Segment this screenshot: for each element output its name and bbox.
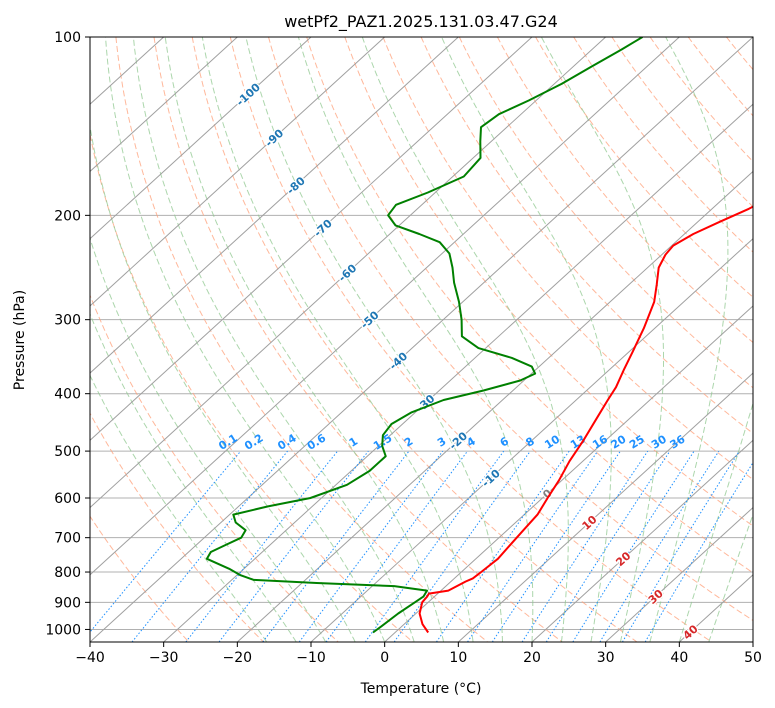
- dry-adiabat: [268, 37, 753, 622]
- dry-adiabat: [306, 37, 753, 574]
- mixing-ratio-line: [491, 450, 621, 642]
- moist-adiabat: [297, 37, 534, 642]
- dry-adiabats: [90, 37, 753, 642]
- chart-title: wetPf2_PAZ1.2025.131.03.47.G24: [284, 12, 558, 32]
- dry-adiabat: [90, 515, 190, 642]
- isotherm: [90, 37, 238, 173]
- x-tick-label: 50: [744, 650, 762, 666]
- x-tick-label: 10: [449, 650, 467, 666]
- moist-adiabat: [201, 37, 474, 642]
- moist-adiabats: [90, 37, 753, 642]
- plot-area: -100-90-80-70-60-50-40-30-20-10010203040…: [90, 37, 753, 642]
- mixing-ratio-line: [262, 450, 410, 642]
- dry-adiabat: [344, 37, 753, 527]
- isotherm: [310, 237, 753, 642]
- isotherm: [90, 37, 607, 509]
- isotherm: [90, 37, 312, 240]
- dry-adiabat: [229, 37, 712, 642]
- y-tick-label: 400: [54, 387, 81, 403]
- mixing-ratio-line: [572, 450, 695, 642]
- isotherm: [90, 37, 533, 442]
- x-tick-label: −40: [75, 650, 105, 666]
- x-axis-ticks: −40 −30 −20 −10 0 10 20 30 40 50: [75, 642, 762, 666]
- isotherm: [90, 37, 459, 374]
- mixing-ratio-line: [599, 450, 720, 642]
- dry-adiabat: [535, 37, 753, 298]
- isotherm: [90, 37, 680, 576]
- isotherm: [90, 37, 753, 642]
- y-tick-label: 800: [54, 565, 81, 581]
- moist-adiabat: [90, 236, 327, 642]
- mixing-ratio-line: [521, 450, 649, 642]
- isotherm: [236, 170, 753, 642]
- x-tick-label: 20: [523, 650, 541, 666]
- x-tick-label: −20: [223, 650, 253, 666]
- dry-adiabat: [153, 37, 563, 642]
- x-tick-label: 30: [597, 650, 615, 666]
- y-tick-label: 900: [54, 595, 81, 611]
- mixing-ratio-line: [298, 450, 444, 642]
- mixing-ratio-line: [364, 450, 505, 642]
- dry-adiabat: [382, 37, 753, 481]
- dry-adiabat: [611, 37, 753, 208]
- x-tick-label: 0: [380, 650, 389, 666]
- moist-adiabat: [90, 123, 356, 642]
- isotherm: [605, 506, 753, 642]
- isotherm: [384, 305, 753, 642]
- dry-adiabat: [115, 37, 488, 642]
- mixing-ratio-line: [545, 450, 671, 642]
- moist-adiabat: [90, 312, 297, 642]
- mixing-ratio-line: [621, 450, 740, 642]
- y-tick-label: 200: [54, 208, 81, 224]
- mixing-ratio-line: [131, 450, 288, 642]
- dewpoint-line: [205, 37, 644, 634]
- mixing-ratio-line: [393, 450, 531, 642]
- mixing-ratio-line: [325, 450, 468, 642]
- y-tick-label: 300: [54, 313, 81, 329]
- moist-adiabat: [105, 37, 386, 642]
- moist-adiabat: [361, 37, 569, 642]
- y-tick-label: 100: [54, 30, 81, 46]
- temperature-line: [418, 205, 753, 634]
- y-tick-label: 500: [54, 444, 81, 460]
- plot-frame: [89, 36, 754, 643]
- y-axis-ticks: 100 200 300 400 500 600 700 800 900 1000: [45, 30, 90, 638]
- mixing-ratio-line: [644, 461, 753, 642]
- y-tick-label: 600: [54, 491, 81, 507]
- moist-adiabat: [245, 37, 503, 642]
- moist-adiabat: [164, 37, 445, 642]
- y-tick-label: 700: [54, 531, 81, 547]
- dry-adiabat: [90, 412, 264, 642]
- dry-adiabat: [90, 131, 414, 642]
- dry-adiabat: [649, 37, 753, 163]
- y-axis-label: Pressure (hPa): [12, 290, 28, 390]
- isotherm: [90, 37, 386, 307]
- x-axis-label: Temperature (°C): [360, 681, 482, 697]
- isotherm: [163, 103, 753, 642]
- dry-adiabat: [191, 37, 638, 642]
- moist-adiabat: [678, 401, 753, 642]
- isotherm: [457, 372, 753, 642]
- moist-adiabat: [441, 37, 612, 642]
- sounding-series: [205, 37, 753, 634]
- isotherm: [531, 439, 753, 642]
- moist-adiabat: [649, 37, 729, 642]
- dry-adiabat: [90, 293, 339, 642]
- x-tick-label: −10: [296, 650, 326, 666]
- x-tick-label: −30: [149, 650, 179, 666]
- moist-adiabat: [90, 374, 268, 642]
- x-tick-label: 40: [670, 650, 688, 666]
- mixing-ratio-lines: [90, 450, 753, 642]
- isotherms: [90, 37, 753, 642]
- mixing-ratio-line: [467, 450, 599, 642]
- mixing-ratio-line: [218, 450, 369, 642]
- y-tick-label: 1000: [45, 622, 81, 638]
- dry-adiabat: [496, 37, 753, 344]
